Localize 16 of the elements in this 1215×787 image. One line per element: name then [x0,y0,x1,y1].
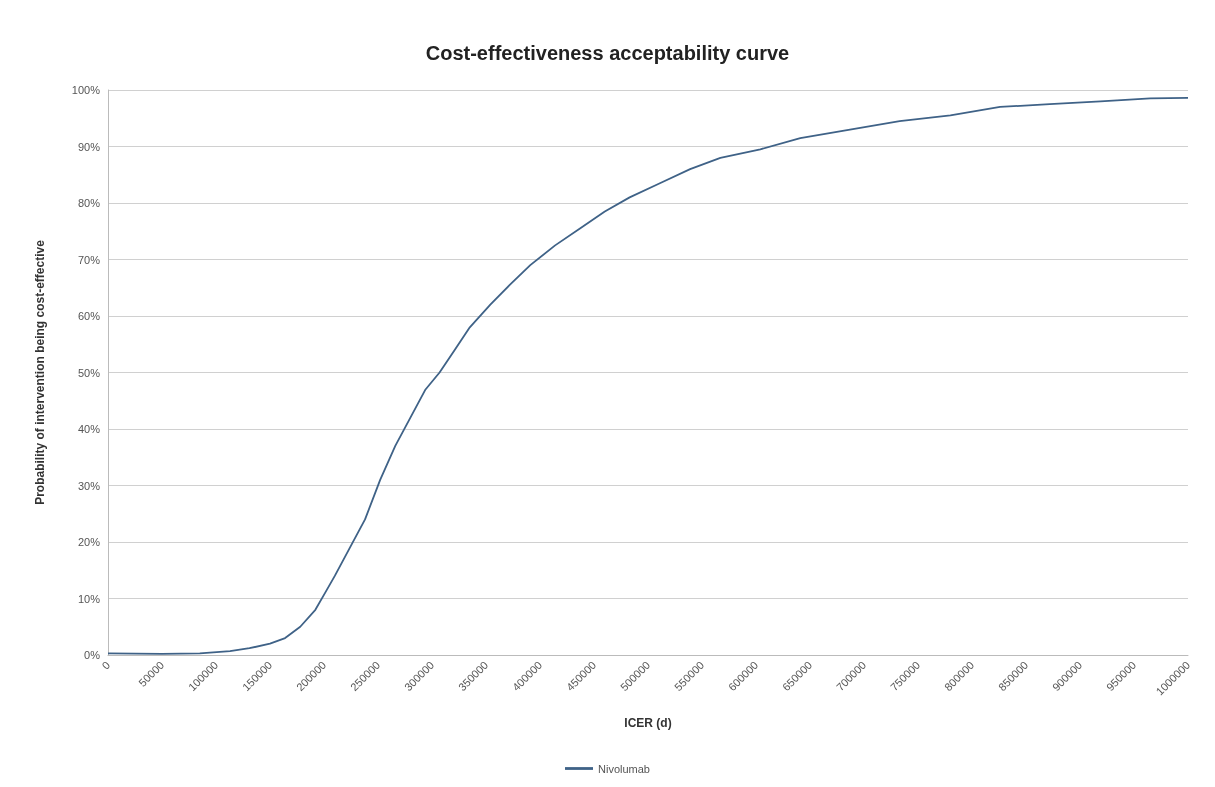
y-tick-label: 20% [77,536,101,548]
legend-label: Nivolumab [598,762,650,775]
y-tick-label: 50% [77,366,101,379]
y-tick-label: 0% [84,649,101,661]
y-tick-label: 90% [77,140,101,153]
x-axis-title: ICER (d) [624,716,672,730]
chart-title: Cost-effectiveness acceptability curve [425,42,790,64]
x-tick-label: 0 [99,658,113,672]
y-tick-label: 100% [71,84,101,96]
y-tick-label: 30% [77,479,101,492]
y-tick-label: 10% [77,592,101,605]
y-tick-label: 60% [77,310,101,322]
y-tick-label: 70% [77,253,101,266]
y-tick-label: 40% [77,423,101,435]
y-tick-label: 80% [77,197,101,209]
y-axis-title: Probability of intervention being cost-effective [33,239,47,505]
